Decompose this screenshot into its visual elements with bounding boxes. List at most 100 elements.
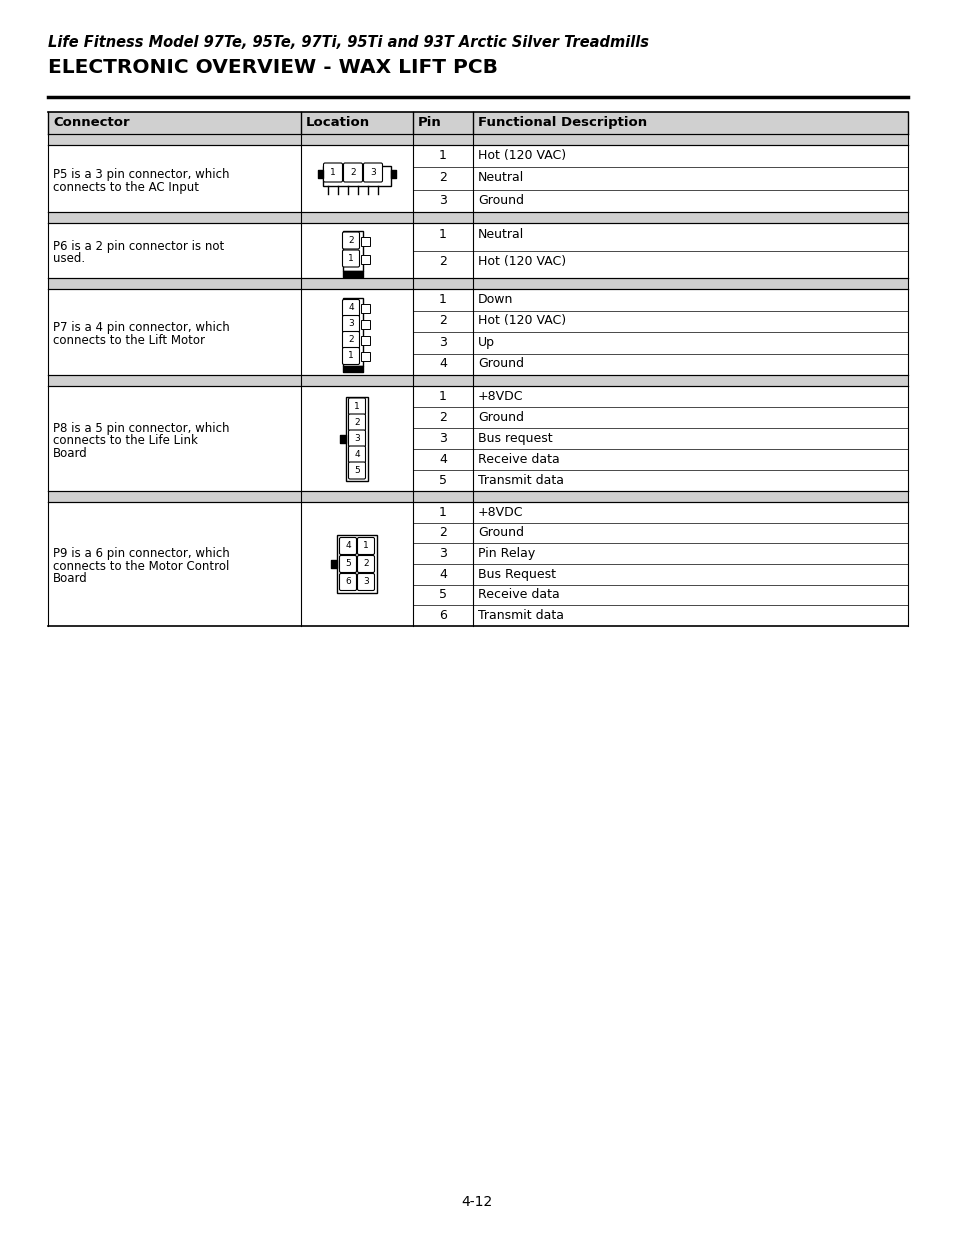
FancyBboxPatch shape xyxy=(342,300,359,316)
Text: 1: 1 xyxy=(438,293,446,306)
Bar xyxy=(48,224,907,278)
FancyBboxPatch shape xyxy=(348,446,365,463)
Text: 2: 2 xyxy=(438,315,446,327)
Text: 6: 6 xyxy=(345,578,351,587)
Text: P9 is a 6 pin connector, which: P9 is a 6 pin connector, which xyxy=(53,547,230,561)
Bar xyxy=(48,289,907,375)
Text: connects to the Lift Motor: connects to the Lift Motor xyxy=(53,333,205,347)
Text: connects to the AC Input: connects to the AC Input xyxy=(53,180,199,194)
Bar xyxy=(48,492,907,501)
Bar xyxy=(360,236,370,246)
FancyBboxPatch shape xyxy=(348,430,365,447)
Text: 4: 4 xyxy=(438,357,446,370)
Text: 2: 2 xyxy=(363,559,369,568)
Bar xyxy=(48,501,907,626)
Text: 3: 3 xyxy=(370,168,375,177)
Text: 5: 5 xyxy=(354,466,359,475)
Text: Ground: Ground xyxy=(477,357,523,370)
Text: Connector: Connector xyxy=(53,116,130,128)
Text: Neutral: Neutral xyxy=(477,172,524,184)
Text: P6 is a 2 pin connector is not: P6 is a 2 pin connector is not xyxy=(53,240,224,253)
Bar xyxy=(336,535,376,593)
Bar xyxy=(48,375,907,387)
Text: Board: Board xyxy=(53,572,88,585)
Text: P5 is a 3 pin connector, which: P5 is a 3 pin connector, which xyxy=(53,168,230,182)
Text: Neutral: Neutral xyxy=(477,228,524,241)
Text: Bus Request: Bus Request xyxy=(477,568,556,580)
Text: 2: 2 xyxy=(438,526,446,540)
Text: 2: 2 xyxy=(348,336,354,345)
Text: Receive data: Receive data xyxy=(477,588,559,601)
FancyBboxPatch shape xyxy=(357,573,375,590)
Text: ELECTRONIC OVERVIEW - WAX LIFT PCB: ELECTRONIC OVERVIEW - WAX LIFT PCB xyxy=(48,58,497,77)
Text: 3: 3 xyxy=(438,547,446,559)
FancyBboxPatch shape xyxy=(342,315,359,332)
Text: 4: 4 xyxy=(345,541,351,551)
FancyBboxPatch shape xyxy=(357,537,375,555)
FancyBboxPatch shape xyxy=(348,414,365,431)
Bar xyxy=(360,320,370,329)
Text: Pin: Pin xyxy=(417,116,441,128)
Text: 2: 2 xyxy=(350,168,355,177)
Bar xyxy=(48,387,907,492)
Text: 3: 3 xyxy=(438,432,446,445)
Text: 6: 6 xyxy=(438,609,446,622)
Bar xyxy=(360,352,370,361)
Text: Bus request: Bus request xyxy=(477,432,552,445)
Text: Pin Relay: Pin Relay xyxy=(477,547,535,559)
Text: Receive data: Receive data xyxy=(477,453,559,466)
FancyBboxPatch shape xyxy=(342,232,359,249)
FancyBboxPatch shape xyxy=(342,331,359,348)
FancyBboxPatch shape xyxy=(357,556,375,573)
Text: 4: 4 xyxy=(438,568,446,580)
Text: Ground: Ground xyxy=(477,526,523,540)
Text: Location: Location xyxy=(306,116,370,128)
Text: 1: 1 xyxy=(438,228,446,241)
Text: 4: 4 xyxy=(348,304,354,312)
Text: Transmit data: Transmit data xyxy=(477,609,563,622)
Text: connects to the Life Link: connects to the Life Link xyxy=(53,435,197,447)
Text: 1: 1 xyxy=(438,149,446,162)
FancyBboxPatch shape xyxy=(342,347,359,364)
Bar xyxy=(48,112,907,135)
FancyBboxPatch shape xyxy=(323,163,342,182)
Text: P7 is a 4 pin connector, which: P7 is a 4 pin connector, which xyxy=(53,321,230,335)
FancyBboxPatch shape xyxy=(363,163,382,182)
Text: 2: 2 xyxy=(438,172,446,184)
Text: 2: 2 xyxy=(438,256,446,268)
Text: 1: 1 xyxy=(438,505,446,519)
Text: 5: 5 xyxy=(438,474,447,487)
Text: Ground: Ground xyxy=(477,411,523,424)
Text: 3: 3 xyxy=(438,336,446,348)
Text: 4: 4 xyxy=(354,450,359,459)
Text: 1: 1 xyxy=(330,168,335,177)
Text: 2: 2 xyxy=(348,236,354,245)
Text: 5: 5 xyxy=(438,588,447,601)
FancyBboxPatch shape xyxy=(342,249,359,267)
Text: +8VDC: +8VDC xyxy=(477,390,523,403)
Text: 5: 5 xyxy=(345,559,351,568)
Text: Hot (120 VAC): Hot (120 VAC) xyxy=(477,256,565,268)
Bar xyxy=(343,298,363,366)
FancyBboxPatch shape xyxy=(348,398,365,415)
FancyBboxPatch shape xyxy=(343,163,362,182)
Text: 1: 1 xyxy=(438,390,446,403)
Bar xyxy=(343,231,363,270)
Text: 2: 2 xyxy=(438,411,446,424)
Bar xyxy=(48,144,907,212)
Bar xyxy=(360,336,370,345)
Bar xyxy=(346,396,368,480)
Bar xyxy=(48,278,907,289)
Bar xyxy=(360,254,370,263)
FancyBboxPatch shape xyxy=(348,462,365,479)
Text: 1: 1 xyxy=(348,352,354,361)
Text: Hot (120 VAC): Hot (120 VAC) xyxy=(477,149,565,162)
Bar xyxy=(360,304,370,312)
Text: 1: 1 xyxy=(354,403,359,411)
Text: Down: Down xyxy=(477,293,513,306)
Text: 4-12: 4-12 xyxy=(461,1195,492,1209)
Text: 3: 3 xyxy=(354,433,359,443)
Text: Ground: Ground xyxy=(477,194,523,206)
Text: Life Fitness Model 97Te, 95Te, 97Ti, 95Ti and 93T Arctic Silver Treadmills: Life Fitness Model 97Te, 95Te, 97Ti, 95T… xyxy=(48,35,648,49)
Text: 3: 3 xyxy=(438,194,446,206)
